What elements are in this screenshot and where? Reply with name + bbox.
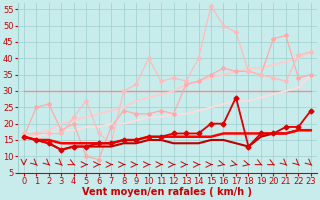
X-axis label: Vent moyen/en rafales ( km/h ): Vent moyen/en rafales ( km/h ) <box>82 187 252 197</box>
